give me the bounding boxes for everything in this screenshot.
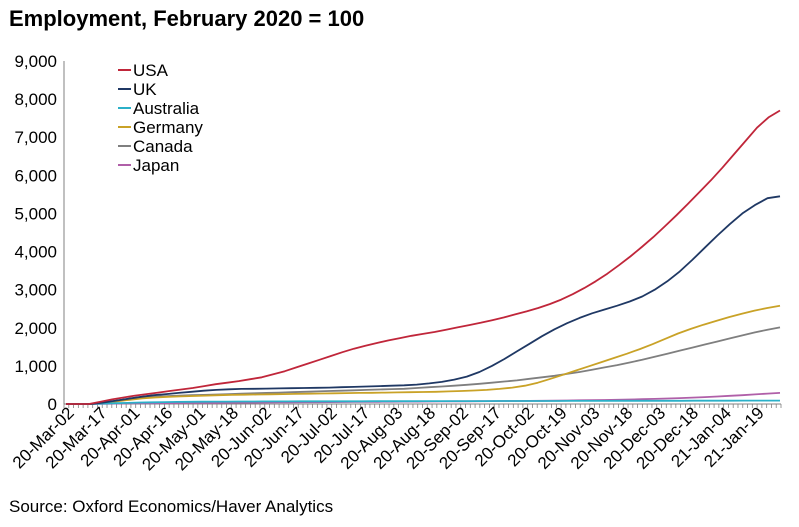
series-lines <box>66 109 781 405</box>
y-tick-label: 6,000 <box>14 166 57 185</box>
chart-title: Employment, February 2020 = 100 <box>9 6 365 31</box>
legend-label-australia: Australia <box>133 99 200 118</box>
legend-label-usa: USA <box>133 61 169 80</box>
legend-label-canada: Canada <box>133 137 193 156</box>
y-tick-label: 1,000 <box>14 357 57 376</box>
series-line-uk <box>66 195 781 405</box>
y-tick-label: 9,000 <box>14 52 57 71</box>
y-tick-label: 8,000 <box>14 90 57 109</box>
x-axis: 20-Mar-0220-Mar-1720-Apr-0120-Apr-1620-M… <box>9 403 782 474</box>
y-tick-label: 7,000 <box>14 128 57 147</box>
y-tick-label: 4,000 <box>14 243 57 262</box>
y-tick-label: 3,000 <box>14 281 57 300</box>
y-tick-label: 2,000 <box>14 319 57 338</box>
legend-label-uk: UK <box>133 80 157 99</box>
source-note: Source: Oxford Economics/Haver Analytics <box>9 497 334 516</box>
y-axis: 0 1,000 2,000 3,000 4,000 5,000 6,000 7,000 8,00… <box>14 52 65 414</box>
y-tick-label: 0 <box>48 395 57 414</box>
legend-label-germany: Germany <box>133 118 203 137</box>
y-tick-label: 5,000 <box>14 204 57 223</box>
series-line-germany <box>66 304 781 405</box>
legend-label-japan: Japan <box>133 156 179 175</box>
series-line-usa <box>66 109 781 405</box>
series-line-australia <box>66 399 780 405</box>
